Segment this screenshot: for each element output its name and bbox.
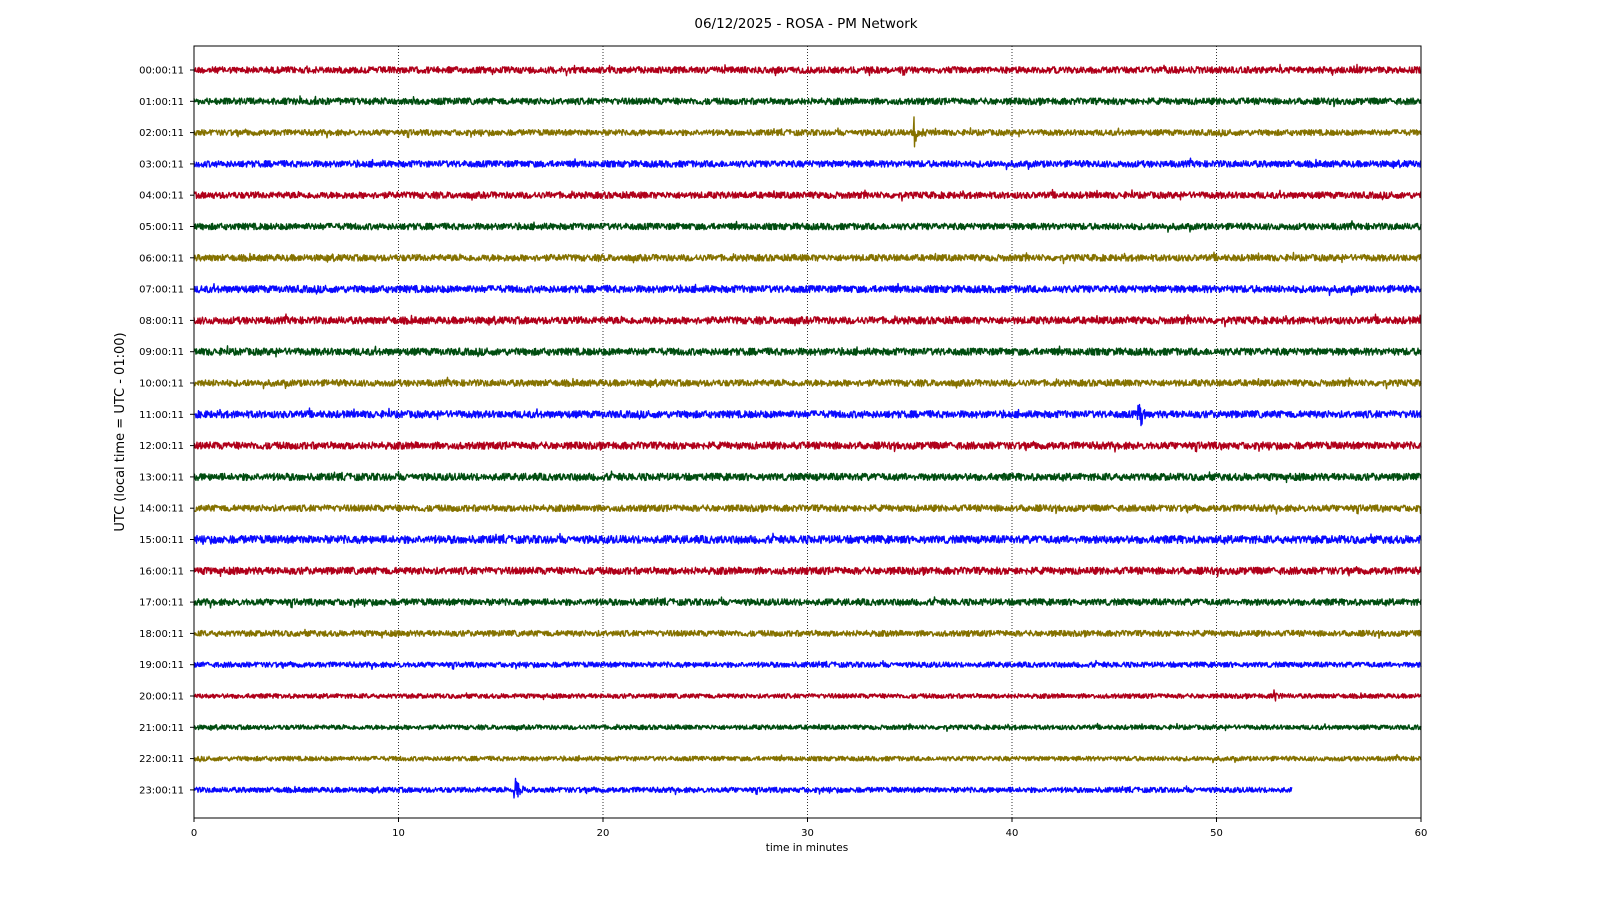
y-tick-label: 16:00:11 bbox=[139, 566, 184, 577]
y-tick-label: 13:00:11 bbox=[139, 472, 184, 483]
y-tick-label: 01:00:11 bbox=[139, 97, 184, 108]
y-tick-label: 17:00:11 bbox=[139, 598, 184, 609]
y-tick-label: 08:00:11 bbox=[139, 316, 184, 327]
x-tick-label: 60 bbox=[1415, 828, 1428, 839]
y-tick-label: 09:00:11 bbox=[139, 347, 184, 358]
x-tick-label: 0 bbox=[191, 828, 197, 839]
chart-title: 06/12/2025 - ROSA - PM Network bbox=[694, 16, 917, 32]
y-tick-label: 05:00:11 bbox=[139, 222, 184, 233]
trace-05-00-11 bbox=[193, 220, 1422, 233]
y-tick-label: 10:00:11 bbox=[139, 379, 184, 390]
trace-08-00-11 bbox=[193, 313, 1422, 328]
trace-00-00-11 bbox=[193, 63, 1422, 77]
x-tick-labels: 0 10 20 30 40 50 60 bbox=[191, 818, 1428, 839]
y-tick-label: 02:00:11 bbox=[139, 128, 184, 139]
y-tick-label: 12:00:11 bbox=[139, 441, 184, 452]
trace-23-00-11 bbox=[193, 777, 1293, 799]
trace-04-00-11 bbox=[193, 188, 1422, 202]
trace-15-00-11 bbox=[193, 532, 1422, 545]
trace-13-00-11 bbox=[193, 470, 1422, 484]
trace-18-00-11 bbox=[193, 628, 1422, 639]
y-tick-label: 03:00:11 bbox=[139, 159, 184, 170]
trace-19-00-11 bbox=[193, 659, 1422, 670]
trace-07-00-11 bbox=[193, 282, 1422, 297]
y-tick-label: 06:00:11 bbox=[139, 253, 184, 264]
trace-03-00-11 bbox=[193, 157, 1422, 171]
y-tick-labels: 00:00:11 01:00:11 02:00:11 03:00:11 04:00:11… bbox=[139, 66, 194, 796]
y-axis-label: UTC (local time = UTC - 01:00) bbox=[113, 332, 128, 531]
trace-12-00-11 bbox=[193, 440, 1422, 453]
x-tick-label: 20 bbox=[597, 828, 610, 839]
traces bbox=[193, 63, 1422, 799]
y-tick-label: 00:00:11 bbox=[139, 66, 184, 77]
x-axis-label: time in minutes bbox=[766, 842, 848, 854]
y-tick-label: 15:00:11 bbox=[139, 535, 184, 546]
x-tick-label: 50 bbox=[1210, 828, 1223, 839]
trace-02-00-11 bbox=[193, 116, 1422, 148]
trace-11-00-11 bbox=[193, 403, 1422, 427]
y-tick-label: 19:00:11 bbox=[139, 660, 184, 671]
trace-10-00-11 bbox=[193, 376, 1422, 390]
trace-20-00-11 bbox=[193, 689, 1422, 702]
trace-16-00-11 bbox=[193, 566, 1422, 578]
trace-17-00-11 bbox=[193, 596, 1422, 609]
y-tick-label: 21:00:11 bbox=[139, 723, 184, 734]
x-tick-label: 40 bbox=[1006, 828, 1019, 839]
x-tick-label: 10 bbox=[392, 828, 405, 839]
y-tick-label: 11:00:11 bbox=[139, 410, 184, 421]
y-tick-label: 23:00:11 bbox=[139, 785, 184, 796]
y-tick-label: 04:00:11 bbox=[139, 191, 184, 202]
trace-06-00-11 bbox=[193, 251, 1422, 265]
trace-09-00-11 bbox=[193, 345, 1422, 358]
x-tick-label: 30 bbox=[801, 828, 814, 839]
y-tick-label: 20:00:11 bbox=[139, 692, 184, 703]
trace-01-00-11 bbox=[193, 95, 1422, 108]
y-tick-label: 07:00:11 bbox=[139, 285, 184, 296]
trace-14-00-11 bbox=[193, 503, 1422, 515]
trace-22-00-11 bbox=[193, 753, 1422, 764]
y-tick-label: 22:00:11 bbox=[139, 754, 184, 765]
y-tick-label: 18:00:11 bbox=[139, 629, 184, 640]
trace-21-00-11 bbox=[193, 722, 1422, 732]
y-tick-label: 14:00:11 bbox=[139, 504, 184, 515]
